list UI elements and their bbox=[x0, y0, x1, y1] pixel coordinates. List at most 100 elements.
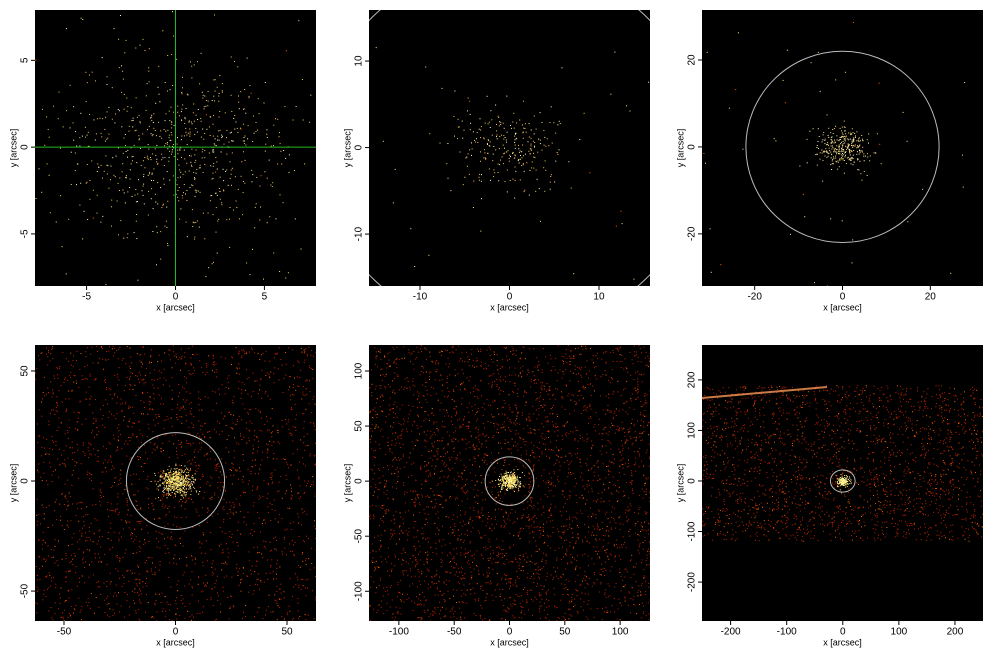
photon bbox=[202, 128, 204, 130]
photon bbox=[175, 362, 177, 364]
photon bbox=[831, 136, 833, 138]
photon bbox=[175, 465, 177, 467]
photon bbox=[191, 483, 193, 485]
photon bbox=[257, 352, 259, 354]
photon bbox=[506, 95, 508, 97]
photon bbox=[67, 457, 69, 459]
photon bbox=[633, 437, 635, 438]
photon bbox=[178, 477, 180, 478]
photon bbox=[133, 422, 135, 424]
photon bbox=[421, 496, 423, 498]
photon bbox=[61, 401, 63, 403]
photon bbox=[90, 454, 92, 456]
photon bbox=[319, 89, 320, 90]
photon bbox=[558, 120, 560, 122]
photon bbox=[184, 502, 186, 504]
photon bbox=[284, 529, 286, 531]
photon bbox=[429, 133, 431, 135]
photon bbox=[82, 451, 84, 453]
photon bbox=[288, 172, 290, 174]
photon bbox=[82, 516, 84, 518]
photon bbox=[614, 51, 616, 53]
photon bbox=[544, 190, 546, 192]
photon bbox=[283, 597, 285, 599]
photon bbox=[236, 207, 238, 208]
photon bbox=[552, 394, 553, 396]
photon bbox=[134, 494, 136, 496]
photon bbox=[546, 591, 548, 593]
photon bbox=[198, 577, 200, 579]
photon bbox=[251, 466, 253, 468]
photon bbox=[202, 97, 204, 99]
photon bbox=[271, 478, 273, 480]
photon bbox=[60, 515, 62, 517]
photon bbox=[162, 490, 164, 492]
photon bbox=[68, 492, 70, 494]
photon bbox=[198, 420, 200, 422]
photon bbox=[97, 163, 99, 165]
photon bbox=[852, 145, 854, 146]
photon bbox=[640, 374, 642, 376]
photon bbox=[214, 361, 215, 363]
photon bbox=[489, 145, 491, 147]
photon bbox=[134, 130, 136, 132]
photon bbox=[845, 154, 846, 156]
photon bbox=[170, 139, 172, 141]
photon bbox=[594, 583, 596, 585]
photon bbox=[228, 435, 230, 436]
photon bbox=[522, 607, 524, 608]
photon bbox=[185, 221, 187, 223]
photon bbox=[472, 365, 473, 367]
photon bbox=[270, 477, 272, 479]
photon bbox=[47, 545, 49, 547]
photon bbox=[648, 421, 650, 423]
photon bbox=[42, 558, 44, 560]
photon bbox=[173, 111, 174, 113]
photon bbox=[222, 549, 224, 551]
photon bbox=[449, 352, 451, 354]
photon bbox=[181, 92, 183, 93]
photon bbox=[83, 552, 84, 554]
photon bbox=[151, 362, 152, 363]
photon bbox=[116, 557, 118, 559]
photon bbox=[525, 417, 527, 419]
photon bbox=[488, 145, 490, 147]
photon bbox=[177, 177, 179, 179]
photon bbox=[124, 134, 126, 135]
photon bbox=[41, 447, 43, 449]
photon bbox=[192, 459, 194, 461]
photon bbox=[417, 569, 419, 570]
photon bbox=[279, 132, 280, 134]
photon bbox=[316, 99, 317, 100]
photon bbox=[109, 549, 111, 551]
photon bbox=[181, 476, 183, 478]
photon bbox=[548, 145, 550, 147]
photon bbox=[437, 594, 439, 596]
photon bbox=[547, 535, 549, 537]
photon bbox=[843, 126, 845, 128]
photon bbox=[242, 214, 244, 216]
photon bbox=[201, 543, 203, 545]
photon bbox=[244, 389, 246, 391]
photon bbox=[572, 355, 574, 357]
photon bbox=[555, 160, 557, 162]
photon bbox=[164, 82, 166, 83]
photon bbox=[514, 459, 516, 461]
photon bbox=[108, 411, 110, 413]
photon bbox=[826, 285, 828, 286]
photon bbox=[502, 163, 504, 165]
photon bbox=[878, 82, 880, 84]
photon bbox=[53, 105, 55, 107]
photon bbox=[164, 225, 166, 227]
photon bbox=[280, 583, 282, 585]
photon bbox=[311, 547, 312, 549]
photon bbox=[166, 479, 168, 481]
photon bbox=[418, 392, 420, 394]
photon bbox=[189, 616, 191, 618]
photon bbox=[509, 367, 511, 369]
photon bbox=[155, 417, 157, 419]
photon bbox=[158, 485, 160, 487]
photon bbox=[168, 483, 170, 485]
photon bbox=[849, 154, 851, 156]
photon bbox=[150, 159, 152, 161]
